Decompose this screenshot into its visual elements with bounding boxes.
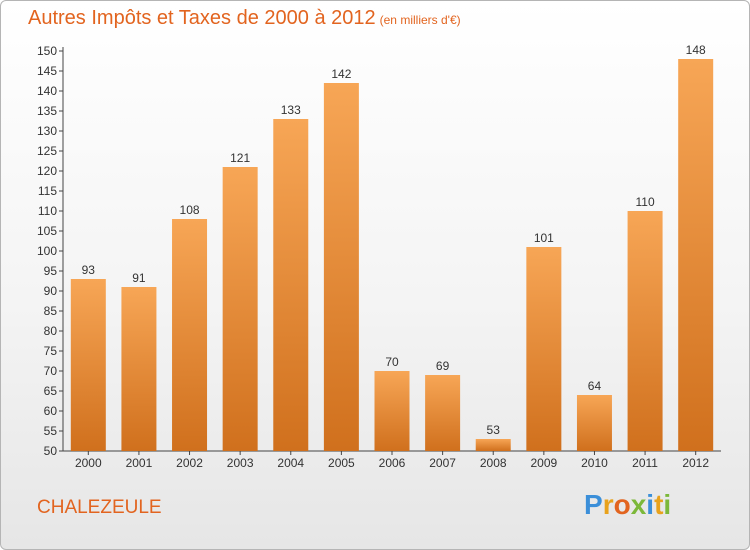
commune-name: CHALEZEULE bbox=[37, 497, 162, 518]
y-tick-label: 95 bbox=[44, 264, 58, 278]
x-tick-label-2010: 2010 bbox=[581, 456, 608, 470]
value-label-2005: 142 bbox=[331, 67, 351, 81]
bar-2002 bbox=[172, 219, 208, 451]
y-tick-label: 70 bbox=[44, 364, 58, 378]
value-label-2012: 148 bbox=[686, 43, 706, 57]
value-label-2010: 64 bbox=[588, 379, 602, 393]
y-axis: 50 55 60 65 70 75 80 85 90 95 100 105 110 115 120 125 13… bbox=[37, 44, 64, 458]
y-tick-label: 50 bbox=[44, 444, 58, 458]
y-tick-label: 145 bbox=[37, 64, 57, 78]
logo-letter: x bbox=[630, 489, 647, 520]
proxiti-logo: Proxiti bbox=[584, 489, 671, 521]
y-tick-label: 120 bbox=[37, 164, 57, 178]
value-label-2007: 69 bbox=[436, 359, 450, 373]
bar-2001 bbox=[121, 287, 157, 451]
y-tick-label: 65 bbox=[44, 384, 58, 398]
value-label-2011: 110 bbox=[636, 195, 655, 209]
x-tick-label-2002: 2002 bbox=[176, 456, 203, 470]
value-label-2009: 101 bbox=[534, 231, 554, 245]
y-tick-label: 105 bbox=[37, 224, 57, 238]
y-tick-label: 100 bbox=[37, 244, 57, 258]
y-tick-label: 140 bbox=[37, 84, 57, 98]
bar-2006 bbox=[374, 371, 410, 451]
y-tick-label: 55 bbox=[44, 424, 58, 438]
bar-2008 bbox=[475, 439, 511, 451]
y-tick-label: 90 bbox=[44, 284, 58, 298]
value-label-2006: 70 bbox=[385, 355, 399, 369]
bar-2010 bbox=[576, 395, 612, 451]
value-label-2000: 93 bbox=[82, 263, 96, 277]
bar-2000 bbox=[70, 279, 106, 451]
y-tick-label: 135 bbox=[37, 104, 57, 118]
bar-2012 bbox=[678, 59, 714, 451]
value-label-2001: 91 bbox=[132, 271, 146, 285]
chart-title-main: Autres Impôts et Taxes de 2000 à 2012 bbox=[28, 7, 376, 29]
x-tick-label-2009: 2009 bbox=[530, 456, 557, 470]
x-tick-label-2006: 2006 bbox=[379, 456, 406, 470]
value-label-2002: 108 bbox=[180, 203, 200, 217]
x-tick-label-2005: 2005 bbox=[328, 456, 355, 470]
x-axis: 2000 2001 2002 2003 2004 2005 2006 2007 2008 2009… bbox=[63, 450, 721, 470]
x-tick-label-2012: 2012 bbox=[682, 456, 709, 470]
bar-2011 bbox=[627, 211, 663, 451]
y-tick-label: 85 bbox=[44, 304, 58, 318]
y-tick-label: 150 bbox=[37, 44, 57, 58]
logo-letter: i bbox=[646, 489, 655, 520]
chart-title-unit: (en milliers d'€) bbox=[379, 13, 461, 27]
logo-letter: P bbox=[584, 489, 603, 520]
x-tick-label-2004: 2004 bbox=[277, 456, 304, 470]
logo-letter: r bbox=[602, 489, 614, 520]
bar-2004 bbox=[273, 119, 309, 451]
x-tick-label-2000: 2000 bbox=[75, 456, 102, 470]
bar-series: 93 91 108 121 133 142 70 69 53 101 64 110 148 bbox=[70, 43, 714, 451]
y-tick-label: 110 bbox=[38, 204, 57, 218]
y-tick-label: 75 bbox=[44, 344, 58, 358]
bar-2009 bbox=[526, 247, 562, 451]
x-tick-label-2011: 2011 bbox=[632, 456, 658, 470]
value-label-2008: 53 bbox=[487, 423, 501, 437]
value-label-2003: 121 bbox=[230, 151, 250, 165]
logo-letter: t bbox=[654, 489, 664, 520]
y-tick-label: 60 bbox=[44, 404, 58, 418]
x-tick-label-2003: 2003 bbox=[227, 456, 254, 470]
x-tick-label-2001: 2001 bbox=[126, 456, 153, 470]
value-label-2004: 133 bbox=[281, 103, 301, 117]
y-tick-label: 80 bbox=[44, 324, 58, 338]
y-tick-label: 115 bbox=[38, 184, 57, 198]
chart-title: Autres Impôts et Taxes de 2000 à 2012 (en… bbox=[28, 7, 461, 30]
x-tick-label-2008: 2008 bbox=[480, 456, 507, 470]
x-tick-label-2007: 2007 bbox=[429, 456, 456, 470]
bar-2003 bbox=[222, 167, 258, 451]
y-tick-label: 130 bbox=[37, 124, 57, 138]
bar-2007 bbox=[425, 375, 461, 451]
y-tick-label: 125 bbox=[37, 144, 57, 158]
logo-letter: o bbox=[613, 489, 631, 520]
bar-2005 bbox=[323, 83, 359, 451]
logo-letter: i bbox=[663, 489, 672, 520]
